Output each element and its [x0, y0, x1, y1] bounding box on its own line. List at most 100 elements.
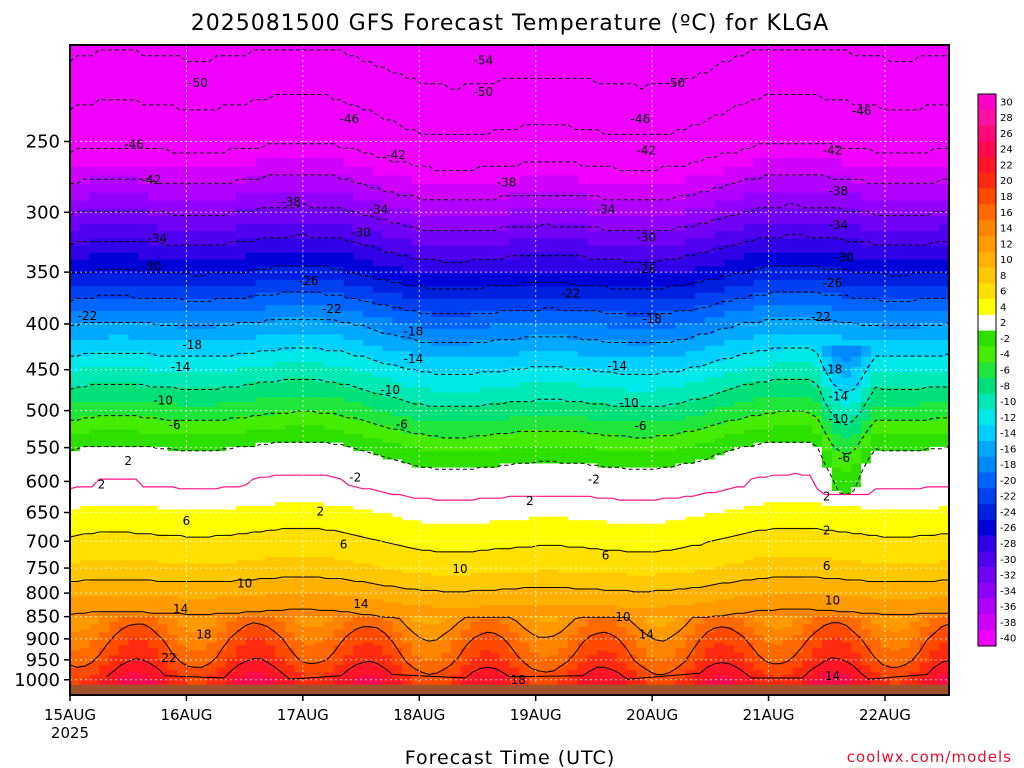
heat-cell: [304, 672, 315, 676]
heat-cell: [99, 471, 110, 477]
heat-cell: [206, 377, 218, 383]
heat-cell: [157, 494, 169, 500]
heat-cell: [236, 502, 247, 507]
heat-cell: [363, 487, 374, 492]
heat-cell: [197, 334, 208, 341]
heat-cell: [187, 667, 198, 671]
heat-cell: [216, 569, 227, 574]
heat-cell: [128, 572, 139, 577]
heat-cell: [353, 544, 364, 548]
heat-cell: [372, 479, 384, 484]
heat-cell: [157, 317, 169, 324]
heat-cell: [70, 429, 81, 435]
heat-cell: [118, 662, 130, 666]
heat-cell: [226, 520, 237, 525]
heat-cell: [148, 411, 159, 417]
heat-cell: [157, 487, 169, 492]
heat-cell: [343, 621, 354, 625]
heat-cell: [402, 392, 413, 398]
heat-cell: [216, 471, 227, 477]
heat-cell: [314, 479, 325, 484]
heat-cell: [109, 149, 120, 159]
heat-cell: [372, 550, 384, 555]
heat-cell: [363, 411, 374, 417]
heat-cell: [411, 184, 423, 193]
heat-cell: [206, 311, 218, 318]
heat-cell: [148, 616, 159, 620]
heat-cell: [382, 605, 393, 609]
heat-cell: [392, 149, 403, 159]
heat-cell: [323, 184, 335, 193]
heat-cell: [128, 479, 139, 484]
heat-cell: [138, 317, 149, 324]
heat-cell: [187, 572, 198, 577]
heat-cell: [372, 645, 384, 649]
heat-cell: [304, 429, 315, 435]
heat-cell: [236, 560, 247, 564]
heat-cell: [138, 483, 149, 488]
heat-cell: [323, 672, 335, 676]
heat-cell: [148, 438, 159, 444]
heat-cell: [187, 328, 198, 336]
heat-cell: [148, 610, 159, 615]
heat-cell: [167, 397, 179, 403]
heat-cell: [372, 175, 384, 185]
heat-cell: [226, 200, 237, 209]
heat-cell: [284, 483, 296, 488]
heat-cell: [206, 667, 218, 671]
heat-cell: [79, 402, 91, 408]
heat-cell: [138, 56, 149, 69]
heat-cell: [167, 231, 179, 240]
heat-cell: [333, 356, 345, 363]
heat-cell: [177, 475, 188, 481]
heat-cell: [226, 149, 237, 159]
heat-cell: [265, 311, 276, 318]
heat-cell: [167, 467, 179, 473]
heat-cell: [314, 624, 325, 628]
heat-cell: [226, 334, 237, 341]
heat-cell: [372, 610, 384, 615]
heat-cell: [226, 618, 237, 623]
heat-cell: [294, 130, 305, 141]
heat-cell: [402, 429, 413, 435]
heat-cell: [206, 665, 218, 669]
heat-cell: [363, 184, 374, 193]
heat-cell: [382, 607, 393, 612]
heat-cell: [206, 130, 218, 141]
heat-cell: [255, 340, 266, 347]
heat-cell: [197, 513, 208, 518]
heat-cell: [343, 513, 354, 518]
heat-cell: [411, 266, 423, 274]
heat-cell: [216, 540, 227, 545]
heat-cell: [187, 317, 198, 324]
heat-cell: [109, 610, 120, 615]
heat-cell: [323, 657, 335, 661]
heat-cell: [236, 167, 247, 177]
heat-cell: [275, 402, 286, 408]
heat-cell: [109, 286, 120, 294]
heat-cell: [70, 505, 81, 511]
heat-cell: [70, 557, 81, 561]
heat-cell: [187, 334, 198, 341]
heat-cell: [89, 618, 100, 623]
heat-cell: [157, 167, 169, 177]
heat-cell: [333, 471, 345, 477]
heat-cell: [138, 323, 149, 330]
heat-cell: [70, 351, 81, 358]
heat-cell: [216, 110, 227, 122]
heat-cell: [206, 581, 218, 586]
heat-cell: [128, 175, 139, 185]
heat-cell: [304, 530, 315, 535]
heat-cell: [70, 607, 81, 612]
heat-cell: [275, 502, 286, 507]
heat-cell: [265, 505, 276, 511]
heat-cell: [255, 647, 266, 651]
heat-cell: [226, 560, 237, 564]
heat-cell: [284, 587, 296, 592]
heat-cell: [255, 578, 266, 583]
heat-cell: [177, 665, 188, 669]
heat-cell: [109, 575, 120, 580]
heat-cell: [372, 451, 384, 456]
heat-cell: [79, 340, 91, 347]
heat-cell: [79, 505, 91, 511]
